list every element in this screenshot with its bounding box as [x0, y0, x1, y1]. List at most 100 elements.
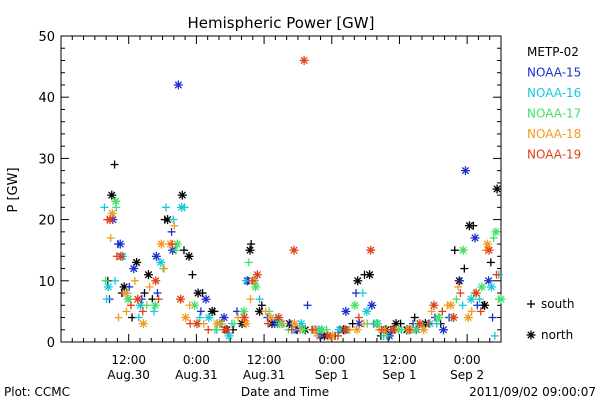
chart-title: Hemispheric Power [GW] [188, 14, 375, 32]
north-point [143, 270, 153, 280]
north-point [341, 306, 351, 316]
north-point [323, 331, 333, 341]
north-point [458, 245, 468, 255]
legend-item: NOAA-19 [527, 148, 581, 162]
south-point [179, 246, 188, 255]
north-point [484, 276, 494, 286]
south-point [161, 203, 170, 212]
south-point [450, 246, 459, 255]
south-point [196, 307, 205, 316]
north-point [116, 251, 126, 261]
x-tick-label-time: 0:00 [318, 353, 345, 367]
south-point [490, 331, 499, 340]
south-point [287, 325, 296, 334]
south-point [308, 325, 317, 334]
x-tick-label-date: Aug.31 [175, 368, 218, 382]
south-point [492, 270, 501, 279]
north-point [460, 166, 470, 176]
north-point [366, 245, 376, 255]
x-tick-label-time: 0:00 [454, 353, 481, 367]
south-point [248, 276, 257, 285]
x-tick-label-date: Sep 1 [382, 368, 416, 382]
south-point [486, 258, 495, 267]
south-point [358, 289, 367, 298]
north-point [290, 319, 300, 329]
south-point [247, 240, 256, 249]
south-point [138, 307, 147, 316]
north-point [177, 202, 187, 212]
north-point [245, 245, 255, 255]
x-tick-label-time: 12:00 [247, 353, 282, 367]
north-point [433, 313, 443, 323]
north-point [492, 184, 502, 194]
south-point [185, 301, 194, 310]
north-point [115, 239, 125, 249]
data-points [100, 55, 506, 341]
south-point [145, 282, 154, 291]
y-tick-label: 20 [38, 214, 55, 229]
north-point [132, 257, 142, 267]
south-point [359, 319, 368, 328]
south-point [458, 301, 467, 310]
north-point [103, 282, 113, 292]
y-axis: 0 10 20 30 40 50 [38, 30, 501, 351]
north-point [239, 306, 249, 316]
south-point [111, 276, 120, 285]
x-axis: 12:00Aug.300:00Aug.3112:00Aug.310:00Sep … [71, 36, 491, 382]
south-point [128, 313, 137, 322]
y-tick-label: 10 [38, 275, 55, 290]
south-point [303, 301, 312, 310]
south-point [150, 307, 159, 316]
north-point [299, 55, 309, 65]
north-point [419, 325, 429, 335]
north-point [317, 325, 327, 335]
north-point [388, 325, 398, 335]
north-point [133, 294, 143, 304]
north-point [491, 227, 501, 237]
north-point [340, 325, 350, 335]
south-point [169, 215, 178, 224]
south-point [153, 289, 162, 298]
south-point [114, 313, 123, 322]
south-point [170, 221, 179, 230]
north-point [224, 331, 234, 341]
south-point [125, 282, 134, 291]
y-tick-label: 50 [38, 30, 55, 45]
north-point [496, 294, 506, 304]
south-point [424, 319, 433, 328]
south-point [405, 325, 414, 334]
north-point [470, 233, 480, 243]
x-tick-label-date: Sep 1 [315, 368, 349, 382]
south-point [264, 319, 273, 328]
north-point [193, 288, 203, 298]
south-point [168, 240, 177, 249]
south-point [106, 233, 115, 242]
north-point [362, 306, 372, 316]
footer-timestamp: 2011/09/02 09:00:07 [469, 385, 596, 399]
y-axis-label: P [GW] [6, 167, 21, 212]
south-point [452, 295, 461, 304]
north-point [204, 313, 214, 323]
north-point [353, 276, 363, 286]
north-point [484, 245, 494, 255]
north-point [190, 300, 200, 310]
marker-legend-item: south [527, 297, 575, 311]
south-point [122, 307, 131, 316]
north-point [438, 325, 448, 335]
legend-item: NOAA-16 [527, 86, 581, 100]
south-point [377, 325, 386, 334]
legend-item: NOAA-17 [527, 107, 581, 121]
south-point [476, 307, 485, 316]
marker-legend-label: south [541, 297, 575, 311]
south-point [527, 300, 535, 308]
south-point [352, 289, 361, 298]
north-point [121, 288, 131, 298]
south-point [211, 325, 219, 334]
south-point [354, 313, 363, 322]
south-point [244, 258, 253, 267]
north-point [482, 239, 492, 249]
north-point [219, 313, 229, 323]
north-point [486, 282, 496, 292]
south-point [261, 307, 270, 316]
